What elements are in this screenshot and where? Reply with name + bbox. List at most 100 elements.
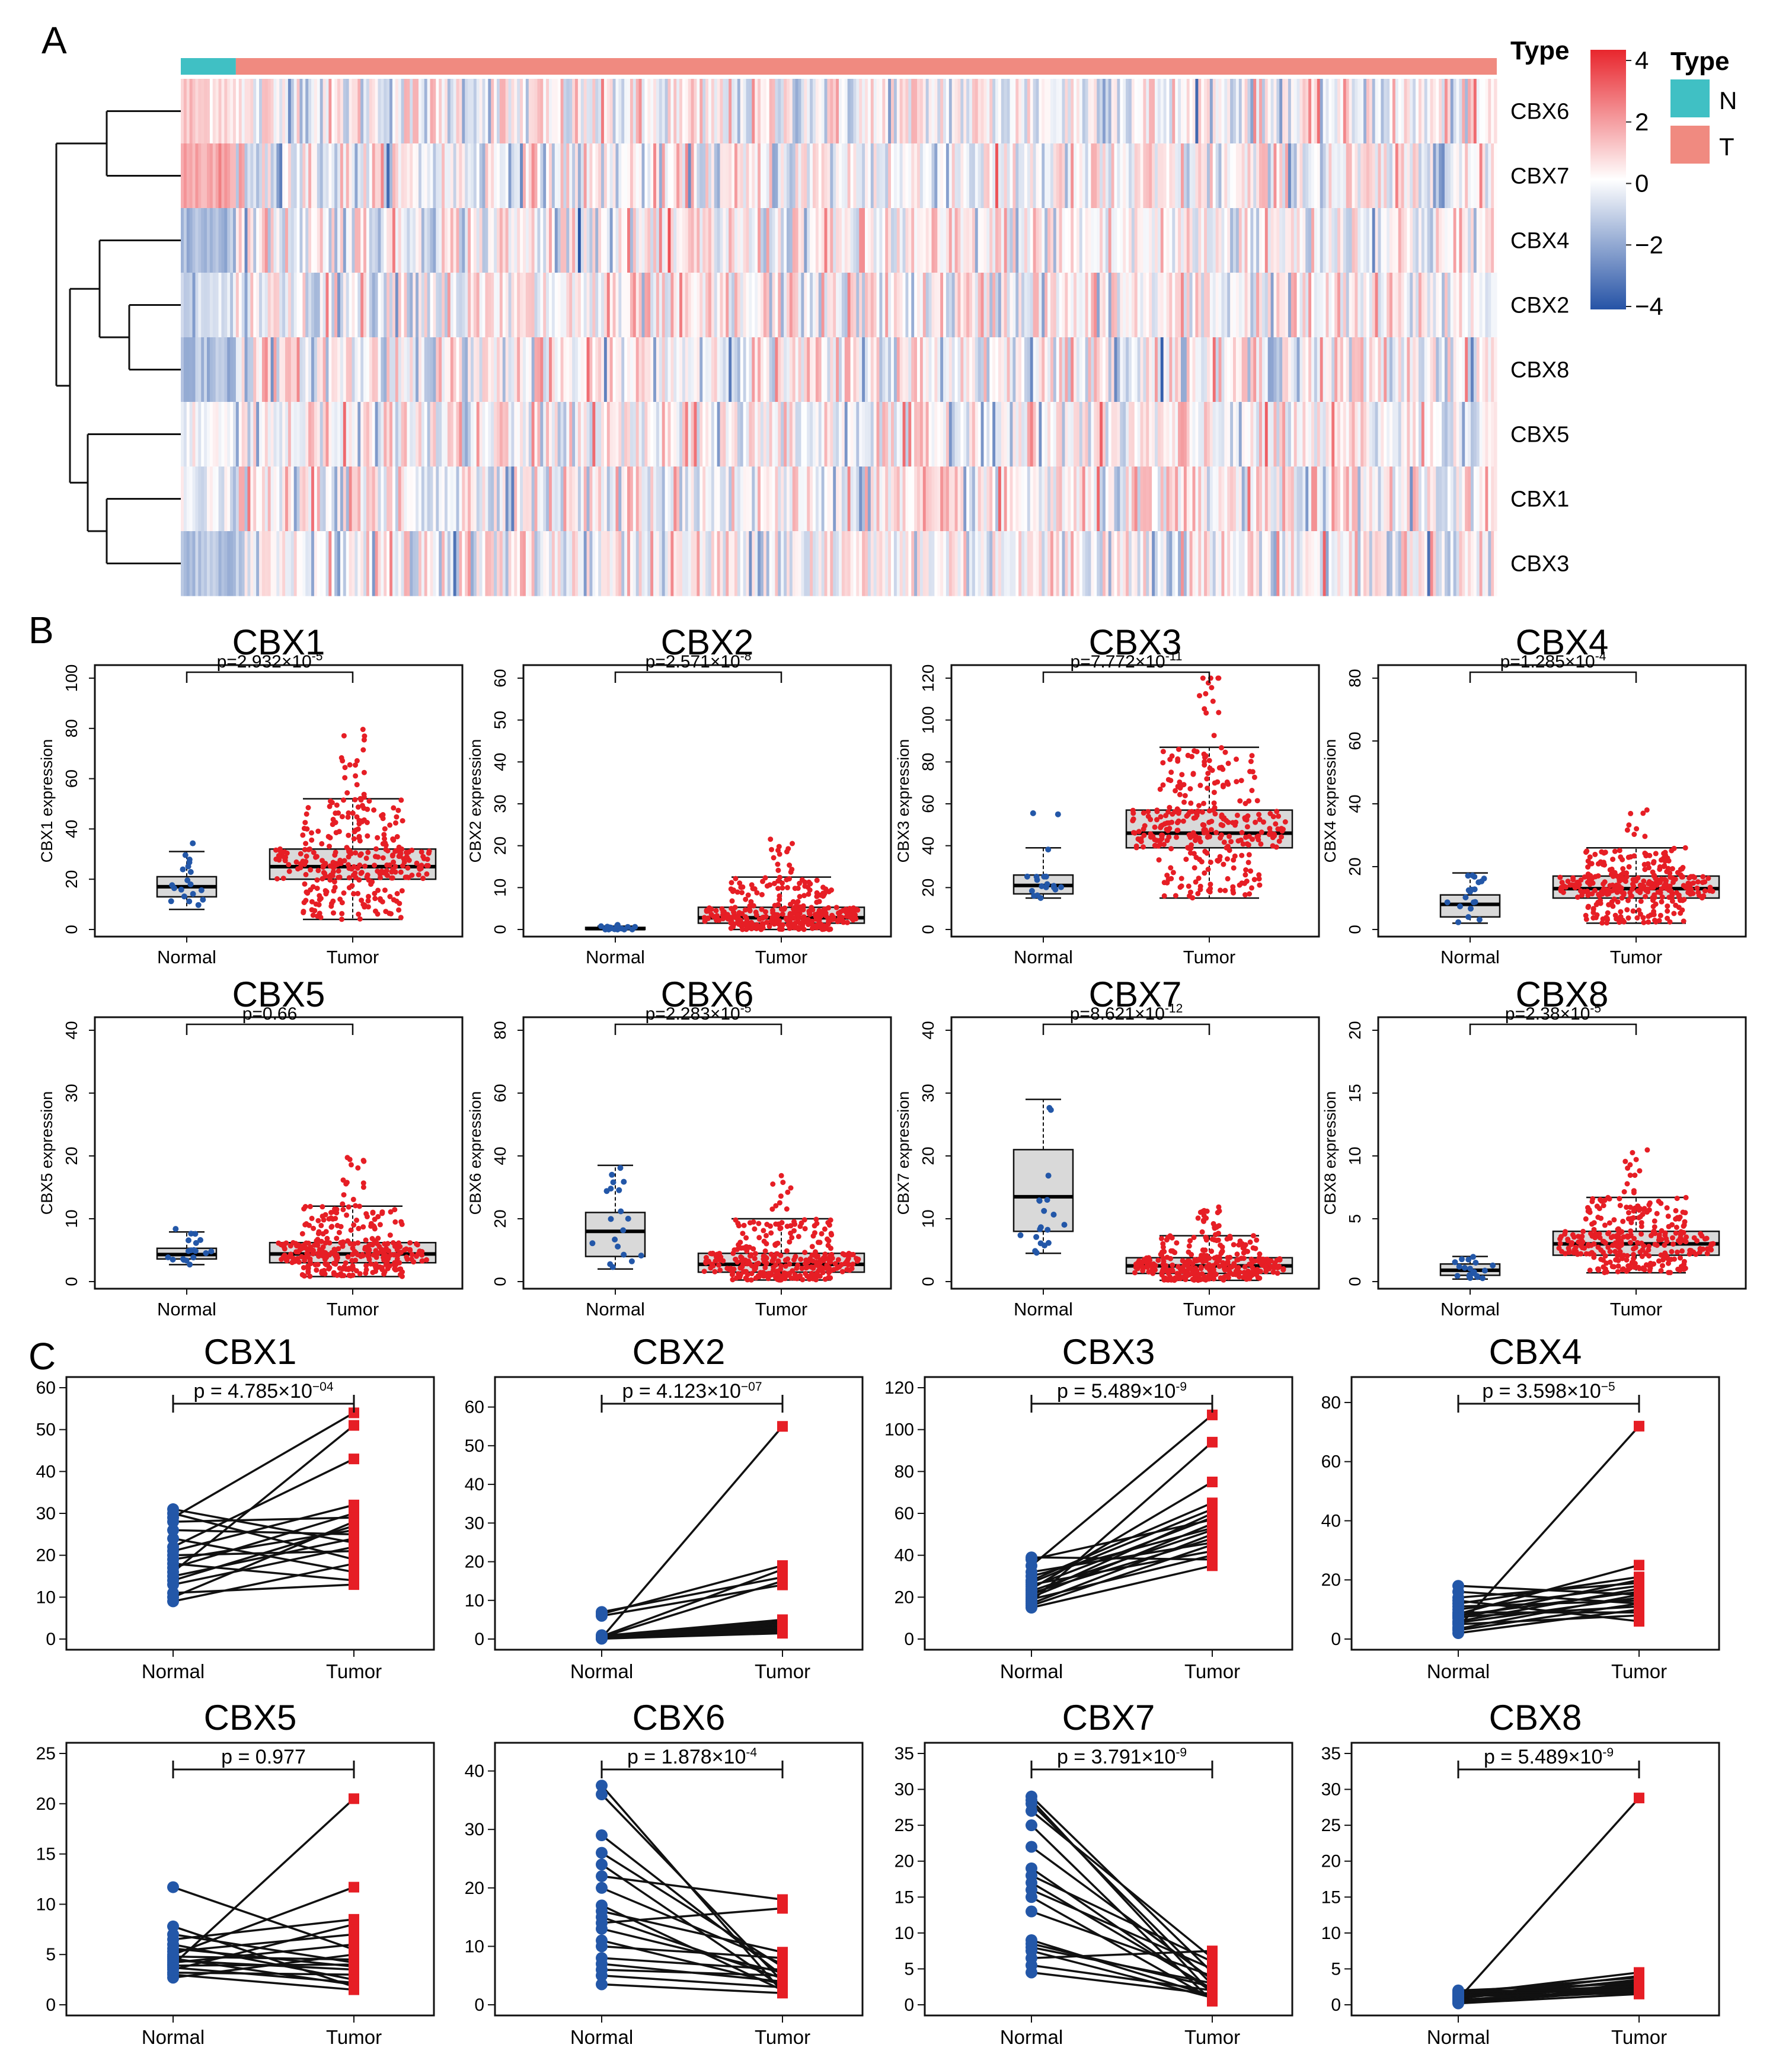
heatmap-cell xyxy=(1047,337,1051,402)
data-point-tumor xyxy=(1211,790,1217,796)
heatmap-cell xyxy=(1244,467,1248,532)
heatmap-cell xyxy=(320,143,324,209)
heatmap-cell xyxy=(867,143,871,209)
heatmap-cell xyxy=(1337,337,1341,402)
heatmap-cell xyxy=(1413,467,1416,532)
data-point-tumor xyxy=(366,877,372,883)
heatmap-cell xyxy=(1288,337,1292,402)
heatmap-cell xyxy=(644,208,648,273)
heatmap-cell xyxy=(940,273,944,338)
heatmap-cell xyxy=(656,79,660,144)
heatmap-cell xyxy=(1004,467,1008,532)
heatmap-cell xyxy=(485,79,488,144)
heatmap-cell xyxy=(1293,531,1298,596)
heatmap-cell xyxy=(934,143,938,209)
data-point-normal xyxy=(178,886,184,893)
heatmap-cell xyxy=(296,531,301,596)
heatmap-cell xyxy=(1157,79,1161,144)
heatmap-cell xyxy=(908,402,912,467)
heatmap-cell xyxy=(998,402,1002,467)
heatmap-cell xyxy=(665,79,669,144)
heatmap-cell xyxy=(207,402,210,467)
heatmap-cell xyxy=(1488,402,1491,467)
heatmap-cell xyxy=(1085,531,1089,596)
heatmap-cell xyxy=(1398,531,1402,596)
heatmap-cell xyxy=(899,273,903,338)
heatmap-cell xyxy=(497,143,500,209)
heatmap-cell xyxy=(395,143,399,209)
heatmap-cell xyxy=(679,273,683,338)
heatmap-cell xyxy=(1360,79,1364,144)
heatmap-cell xyxy=(1218,273,1222,338)
heatmap-cell xyxy=(1212,531,1216,596)
heatmap-cell xyxy=(343,337,347,402)
heatmap-cell xyxy=(647,208,651,273)
heatmap-cell xyxy=(1305,467,1309,532)
heatmap-cell xyxy=(609,531,614,596)
heatmap-cell xyxy=(1050,531,1054,596)
heatmap-cell xyxy=(314,79,318,144)
data-point-tumor xyxy=(1228,839,1234,845)
heatmap-cell xyxy=(732,208,735,273)
heatmap-cell xyxy=(885,531,889,596)
heatmap-cell xyxy=(1378,337,1382,402)
heatmap-cell xyxy=(456,467,460,532)
heatmap-cell xyxy=(732,402,735,467)
heatmap-cell xyxy=(934,402,938,467)
heatmap-cell xyxy=(699,79,703,144)
heatmap-cell xyxy=(322,337,327,402)
data-point-tumor xyxy=(384,872,389,878)
heatmap-cell xyxy=(641,273,645,338)
heatmap-cell xyxy=(372,531,376,596)
heatmap-cell xyxy=(1424,143,1428,209)
heatmap-cell xyxy=(546,273,550,338)
heatmap-cell xyxy=(444,402,448,467)
heatmap-cell xyxy=(743,531,747,596)
heatmap-cell xyxy=(401,402,405,467)
heatmap-cell xyxy=(256,79,260,144)
heatmap-cell xyxy=(482,467,486,532)
heatmap-cell xyxy=(1042,467,1045,532)
heatmap-cell xyxy=(902,402,906,467)
heatmap-cell xyxy=(204,337,207,402)
heatmap-cell xyxy=(395,531,399,596)
heatmap-cell xyxy=(1227,273,1231,338)
heatmap-cell xyxy=(688,143,692,209)
heatmap-cell xyxy=(1201,143,1205,209)
heatmap-cell xyxy=(250,273,254,338)
heatmap-cell xyxy=(363,143,367,209)
heatmap-cell xyxy=(1189,273,1193,338)
heatmap-cell xyxy=(627,273,631,338)
heatmap-cell xyxy=(1169,273,1173,338)
heatmap-cell xyxy=(325,273,329,338)
heatmap-cell xyxy=(749,402,752,467)
heatmap-cell xyxy=(839,531,842,596)
heatmap-cell xyxy=(528,208,532,273)
heatmap-cell xyxy=(317,208,321,273)
data-point-tumor xyxy=(806,891,812,897)
gene-label-cbx6: CBX6 xyxy=(1510,100,1569,124)
heatmap-cell xyxy=(572,143,576,209)
heatmap-cell xyxy=(1264,402,1269,467)
heatmap-cell xyxy=(795,337,799,402)
heatmap-cell xyxy=(192,208,196,273)
data-point-tumor xyxy=(1248,868,1254,874)
heatmap-cell xyxy=(320,208,324,273)
heatmap-cell xyxy=(893,337,897,402)
heatmap-cell xyxy=(1276,79,1280,144)
heatmap-cell xyxy=(1410,531,1413,596)
heatmap-cell xyxy=(1175,79,1178,144)
heatmap-cell xyxy=(1074,208,1077,273)
heatmap-cell xyxy=(867,208,871,273)
heatmap-cell xyxy=(836,337,839,402)
heatmap-cell xyxy=(528,79,532,144)
heatmap-cell xyxy=(580,79,584,144)
heatmap-cell xyxy=(285,337,289,402)
heatmap-cell xyxy=(502,208,506,273)
heatmap-cell xyxy=(633,467,637,532)
data-point-tumor xyxy=(1624,907,1630,913)
heatmap-cell xyxy=(398,143,402,209)
heatmap-cell xyxy=(1436,143,1439,209)
heatmap-cell xyxy=(1387,79,1390,144)
heatmap-cell xyxy=(627,79,631,144)
